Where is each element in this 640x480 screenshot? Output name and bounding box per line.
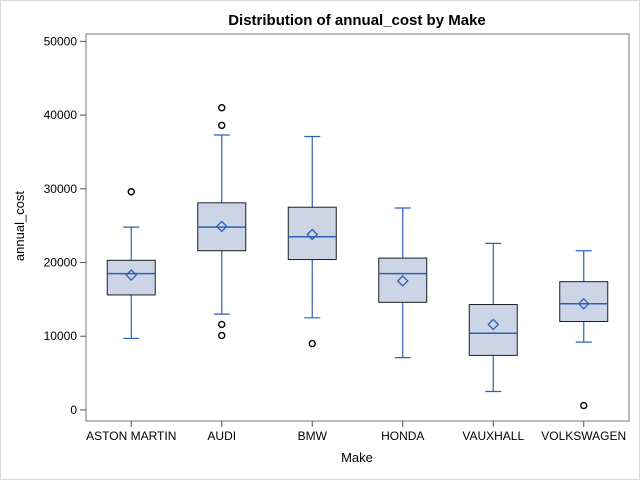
x-axis-label: Make bbox=[341, 450, 373, 465]
iqr-box bbox=[378, 257, 428, 303]
y-axis-label: annual_cost bbox=[12, 191, 27, 261]
outlier-point bbox=[218, 104, 226, 112]
iqr-box bbox=[106, 259, 156, 296]
x-tick-label: HONDA bbox=[381, 429, 424, 443]
y-tick-label: 20000 bbox=[44, 256, 78, 270]
mean-marker bbox=[577, 297, 590, 310]
y-tick-label: 0 bbox=[70, 403, 77, 417]
outlier-point bbox=[308, 339, 316, 348]
y-tick-label: 30000 bbox=[44, 182, 78, 196]
plot-area: 0 10000 20000 30000 40000 50000 ASTON MARTIN AU… bbox=[44, 33, 630, 443]
y-tick-label: 50000 bbox=[44, 34, 78, 48]
outlier-point bbox=[218, 331, 226, 340]
outlier-point bbox=[218, 320, 226, 329]
y-tick-label: 10000 bbox=[44, 329, 78, 343]
iqr-box bbox=[559, 281, 609, 322]
plot-border bbox=[85, 33, 630, 422]
iqr-box bbox=[287, 206, 337, 261]
x-tick-label: BMW bbox=[298, 429, 328, 443]
outlier-point bbox=[127, 188, 135, 196]
mean-marker bbox=[215, 220, 228, 233]
mean-marker bbox=[487, 318, 500, 331]
outlier-point bbox=[218, 121, 226, 130]
x-tick-label: VAUXHALL bbox=[462, 429, 524, 443]
x-tick-label: ASTON MARTIN bbox=[86, 429, 176, 443]
mean-marker bbox=[396, 275, 409, 287]
mean-marker bbox=[125, 269, 138, 281]
x-tick-label: VOLKSWAGEN bbox=[541, 429, 626, 443]
chart-title: Distribution of annual_cost by Make bbox=[228, 12, 486, 29]
outlier-point bbox=[580, 401, 588, 410]
y-tick-label: 40000 bbox=[44, 108, 78, 122]
x-tick-label: AUDI bbox=[207, 429, 236, 443]
mean-marker bbox=[306, 228, 319, 241]
